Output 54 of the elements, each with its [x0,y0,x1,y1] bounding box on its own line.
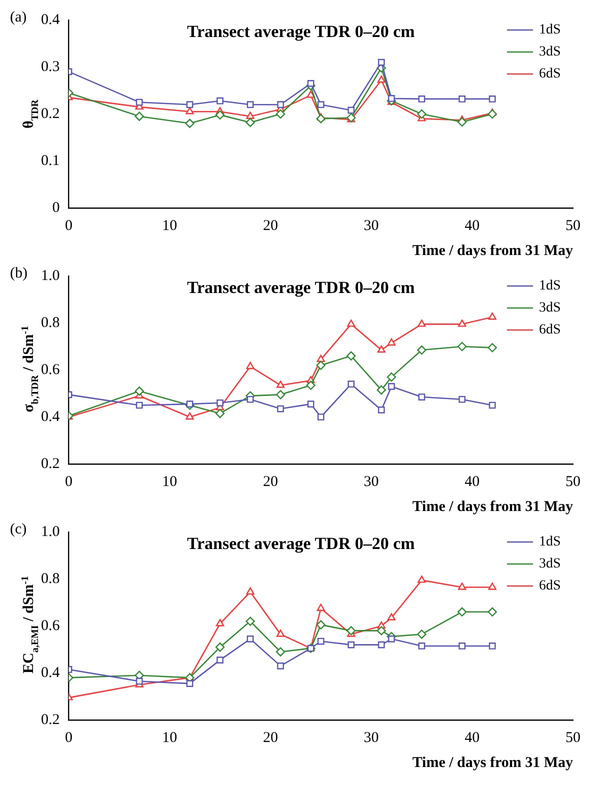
x-tick-label: 10 [162,218,178,234]
y-tick-label: 0.6 [41,362,60,378]
x-tick-label: 50 [566,730,580,746]
y-tick-label: 0 [52,200,60,216]
x-tick-label: 30 [364,218,379,234]
x-tick-label: 40 [464,218,480,234]
legend-label: 6dS [539,578,561,594]
x-axis-title: Time / days from 31 May [412,498,574,515]
y-tick-label: 0.4 [41,664,60,681]
legend-label: 1dS [539,534,561,550]
x-tick-label: 40 [464,474,480,490]
x-tick-label: 10 [162,730,178,746]
x-tick-label: 40 [464,730,480,746]
x-tick-label: 20 [262,474,278,490]
chart-title: Transect average TDR 0–20 cm [186,534,415,553]
legend-label: 6dS [539,66,561,82]
legend-label: 3dS [539,44,561,60]
y-tick-label: 0.4 [41,12,60,28]
y-tick-label: 0.2 [41,106,60,122]
legend-label: 3dS [539,300,561,316]
y-tick-label: 1.0 [41,268,60,284]
y-tick-label: 0.3 [41,58,60,75]
y-tick-label: 0.4 [41,408,60,425]
x-axis-title: Time / days from 31 May [412,754,574,771]
text: (a) [10,9,27,26]
x-tick-label: 10 [162,474,178,490]
x-tick-label: 50 [566,474,580,490]
legend-label: 6dS [539,322,561,338]
y-tick-label: 1.0 [41,524,60,540]
text: (c) [10,521,27,538]
y-tick-label: 0.2 [41,712,60,728]
y-axis-title: σb,TDR / dSm-1 [20,326,41,412]
x-axis-title: Time / days from 31 May [412,242,574,259]
x-tick-label: 20 [262,218,278,234]
y-axis-title: ECa,EMI / dSm-1 [20,576,41,674]
legend-label: 3dS [539,556,561,572]
y-axis-title: θTDR [21,98,41,128]
legend-label: 1dS [539,278,561,294]
x-tick-label: 0 [65,218,72,234]
x-tick-label: 20 [262,730,278,746]
y-tick-label: 0.6 [41,618,60,634]
chart-title: Transect average TDR 0–20 cm [186,278,415,297]
y-tick-label: 0.1 [41,152,60,169]
x-tick-label: 0 [65,474,72,490]
text: (b) [10,265,28,282]
x-tick-label: 30 [364,730,379,746]
y-tick-label: 0.8 [41,314,60,331]
y-tick-label: 0.2 [41,456,60,472]
chart-title: Transect average TDR 0–20 cm [186,22,415,41]
legend-label: 1dS [539,22,561,38]
x-tick-label: 50 [566,218,580,234]
x-tick-label: 0 [65,730,72,746]
y-tick-label: 0.8 [41,570,60,587]
x-tick-label: 30 [364,474,379,490]
